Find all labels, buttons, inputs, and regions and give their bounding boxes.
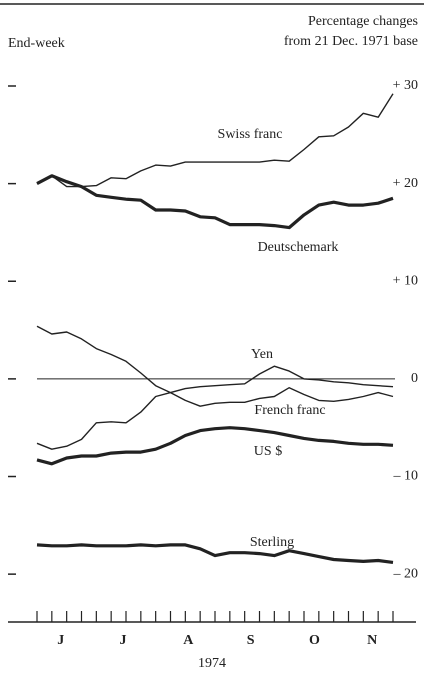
series-label: French franc bbox=[254, 403, 325, 418]
x-tick-label: J bbox=[57, 633, 64, 648]
chart-title: Percentage changes bbox=[308, 14, 418, 29]
y-tick-label: + 10 bbox=[393, 273, 418, 288]
y-tick-label: + 20 bbox=[393, 176, 418, 191]
series-label: Deutschemark bbox=[258, 240, 339, 255]
series-label: Yen bbox=[251, 347, 273, 362]
y-tick-label: + 30 bbox=[393, 78, 418, 93]
y-axis-label: End-week bbox=[8, 36, 65, 51]
series-label: Sterling bbox=[250, 535, 294, 550]
x-tick-label: A bbox=[183, 633, 194, 648]
series-line bbox=[36, 387, 394, 450]
y-tick-label: – 10 bbox=[393, 469, 419, 484]
x-axis-label: 1974 bbox=[198, 656, 226, 671]
y-tick-label: 0 bbox=[411, 371, 418, 386]
series-label: Swiss franc bbox=[218, 127, 283, 142]
series-line bbox=[36, 426, 394, 466]
y-tick-label: – 20 bbox=[393, 566, 419, 581]
x-tick-label: O bbox=[309, 633, 320, 648]
x-tick-label: S bbox=[247, 633, 255, 648]
chart-subtitle: from 21 Dec. 1971 base bbox=[284, 34, 418, 49]
x-tick-label: J bbox=[120, 633, 127, 648]
series-line bbox=[36, 174, 394, 230]
series-line bbox=[36, 543, 394, 564]
series-label: US $ bbox=[254, 444, 282, 459]
series-line bbox=[36, 325, 394, 394]
series-line bbox=[36, 93, 394, 188]
x-tick-label: N bbox=[367, 633, 377, 648]
